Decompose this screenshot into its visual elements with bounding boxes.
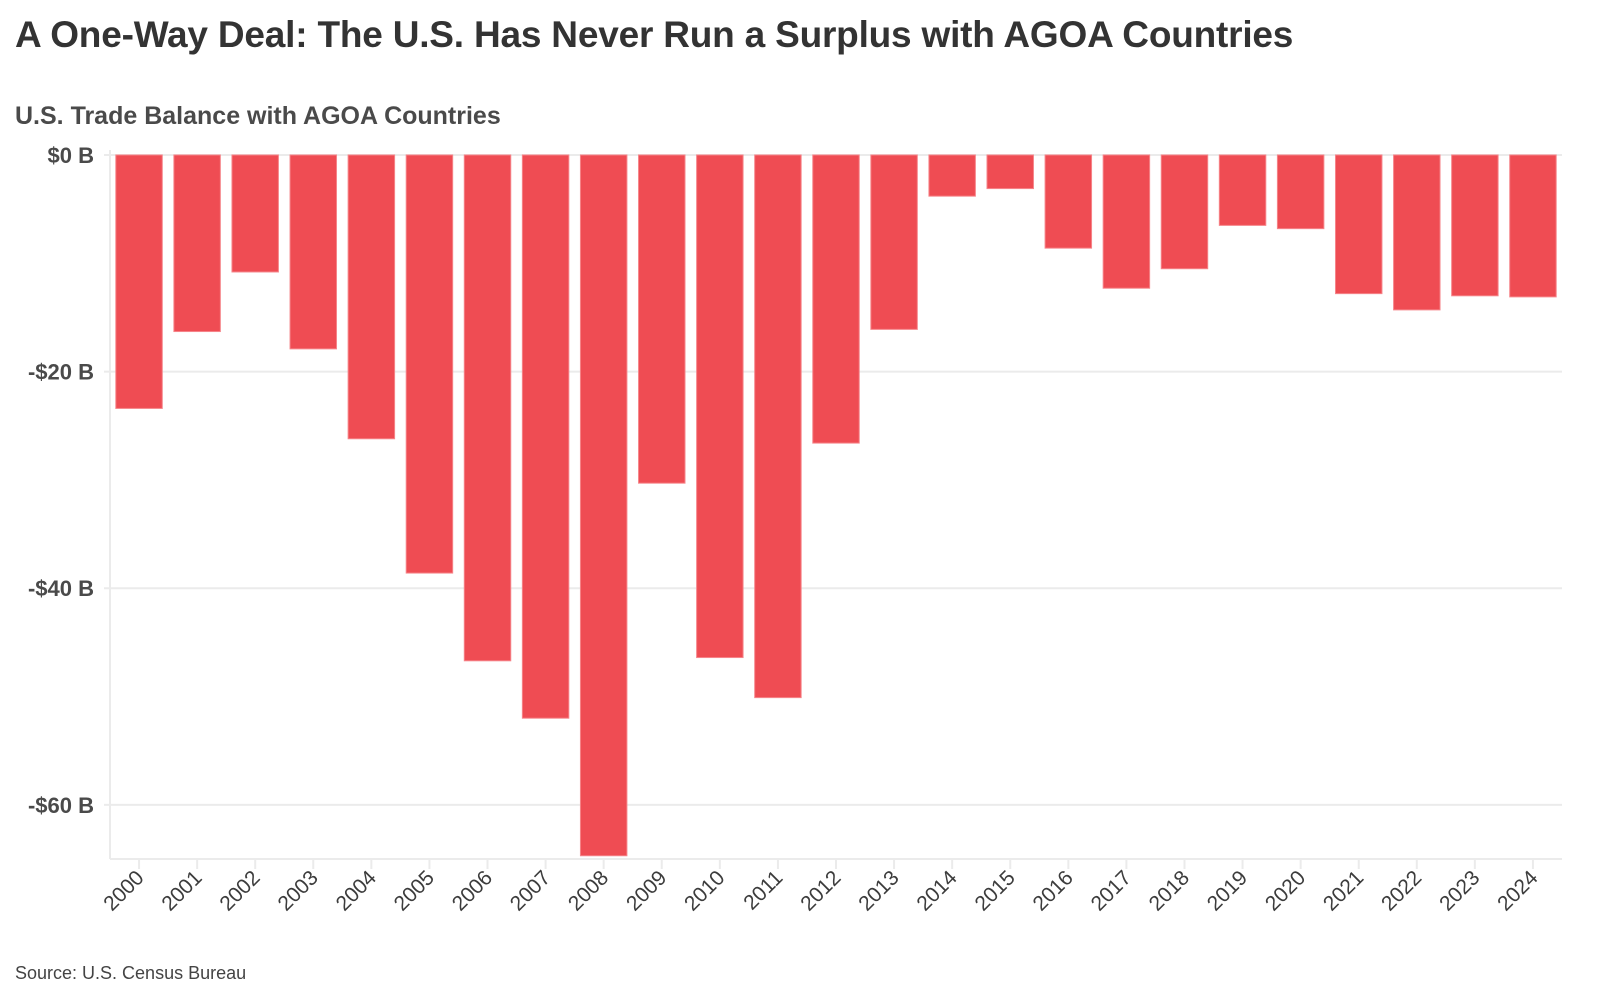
bar-2011[interactable] xyxy=(754,154,802,699)
bar-2009[interactable] xyxy=(638,154,686,484)
x-tick-label: 2000 xyxy=(99,866,148,915)
x-tick-label: 2001 xyxy=(157,866,206,915)
bar-2022[interactable] xyxy=(1393,154,1441,311)
x-tick-label: 2003 xyxy=(274,866,323,915)
x-tick-label: 2005 xyxy=(390,866,439,915)
x-tick-label: 2009 xyxy=(622,866,671,915)
x-tick-label: 2016 xyxy=(1029,866,1078,915)
x-tick-label: 2007 xyxy=(506,866,555,915)
bar-2024[interactable] xyxy=(1509,154,1557,298)
x-tick-label: 2020 xyxy=(1261,866,1310,915)
bar-2021[interactable] xyxy=(1334,154,1383,295)
x-tick-label: 2011 xyxy=(739,866,787,914)
bar-2015[interactable] xyxy=(986,154,1034,190)
bar-2001[interactable] xyxy=(173,154,221,333)
bar-2012[interactable] xyxy=(812,154,860,444)
bar-2023[interactable] xyxy=(1451,154,1499,297)
x-tick-label: 2006 xyxy=(448,866,497,915)
axes xyxy=(109,150,1562,869)
bar-2014[interactable] xyxy=(928,154,976,197)
bar-2000[interactable] xyxy=(115,154,163,409)
bar-2008[interactable] xyxy=(579,154,628,857)
y-tick-label: -$40 B xyxy=(28,576,94,601)
bar-2004[interactable] xyxy=(347,154,396,440)
bar-2002[interactable] xyxy=(231,154,279,273)
x-tick-label: 2017 xyxy=(1087,866,1136,915)
bar-2007[interactable] xyxy=(521,154,570,719)
chart-title: A One-Way Deal: The U.S. Has Never Run a… xyxy=(15,14,1294,55)
x-tick-label: 2018 xyxy=(1145,866,1194,915)
bar-2013[interactable] xyxy=(870,154,918,330)
x-tick-label: 2008 xyxy=(564,866,613,915)
y-tick-label: -$60 B xyxy=(28,793,94,818)
bar-2010[interactable] xyxy=(696,154,744,659)
y-tick-label: $0 B xyxy=(48,143,94,168)
x-tick-label: 2023 xyxy=(1435,866,1484,915)
x-axis-labels: 2000 2001 2002 2003 2004 2005 2006 2007 2008 2009… xyxy=(99,866,1542,916)
chart-subtitle: U.S. Trade Balance with AGOA Countries xyxy=(15,102,501,130)
source-note: Source: U.S. Census Bureau xyxy=(15,963,247,983)
x-tick-label: 2002 xyxy=(215,866,264,915)
bar-2017[interactable] xyxy=(1102,154,1151,289)
bar-2003[interactable] xyxy=(289,154,338,350)
x-tick-label: 2021 xyxy=(1319,866,1368,915)
bar-2006[interactable] xyxy=(463,154,512,662)
x-tick-label: 2010 xyxy=(680,866,729,915)
x-tick-label: 2004 xyxy=(332,866,382,916)
bar-2020[interactable] xyxy=(1276,154,1325,230)
x-tick-label: 2019 xyxy=(1203,866,1252,915)
y-axis-labels: $0 B -$20 B -$40 B -$60 B xyxy=(28,143,94,818)
y-tick-label: -$20 B xyxy=(28,360,94,385)
bar-2005[interactable] xyxy=(405,154,454,574)
x-tick-label: 2014 xyxy=(912,866,962,916)
x-tick-label: 2024 xyxy=(1493,866,1543,916)
x-tick-label: 2015 xyxy=(970,866,1019,915)
x-tick-label: 2022 xyxy=(1377,866,1426,915)
x-tick-label: 2013 xyxy=(854,866,903,915)
x-tick-label: 2012 xyxy=(796,866,845,915)
bar-2016[interactable] xyxy=(1044,154,1093,249)
bars xyxy=(115,154,1557,857)
bar-2019[interactable] xyxy=(1218,154,1267,226)
bar-2018[interactable] xyxy=(1160,154,1209,270)
